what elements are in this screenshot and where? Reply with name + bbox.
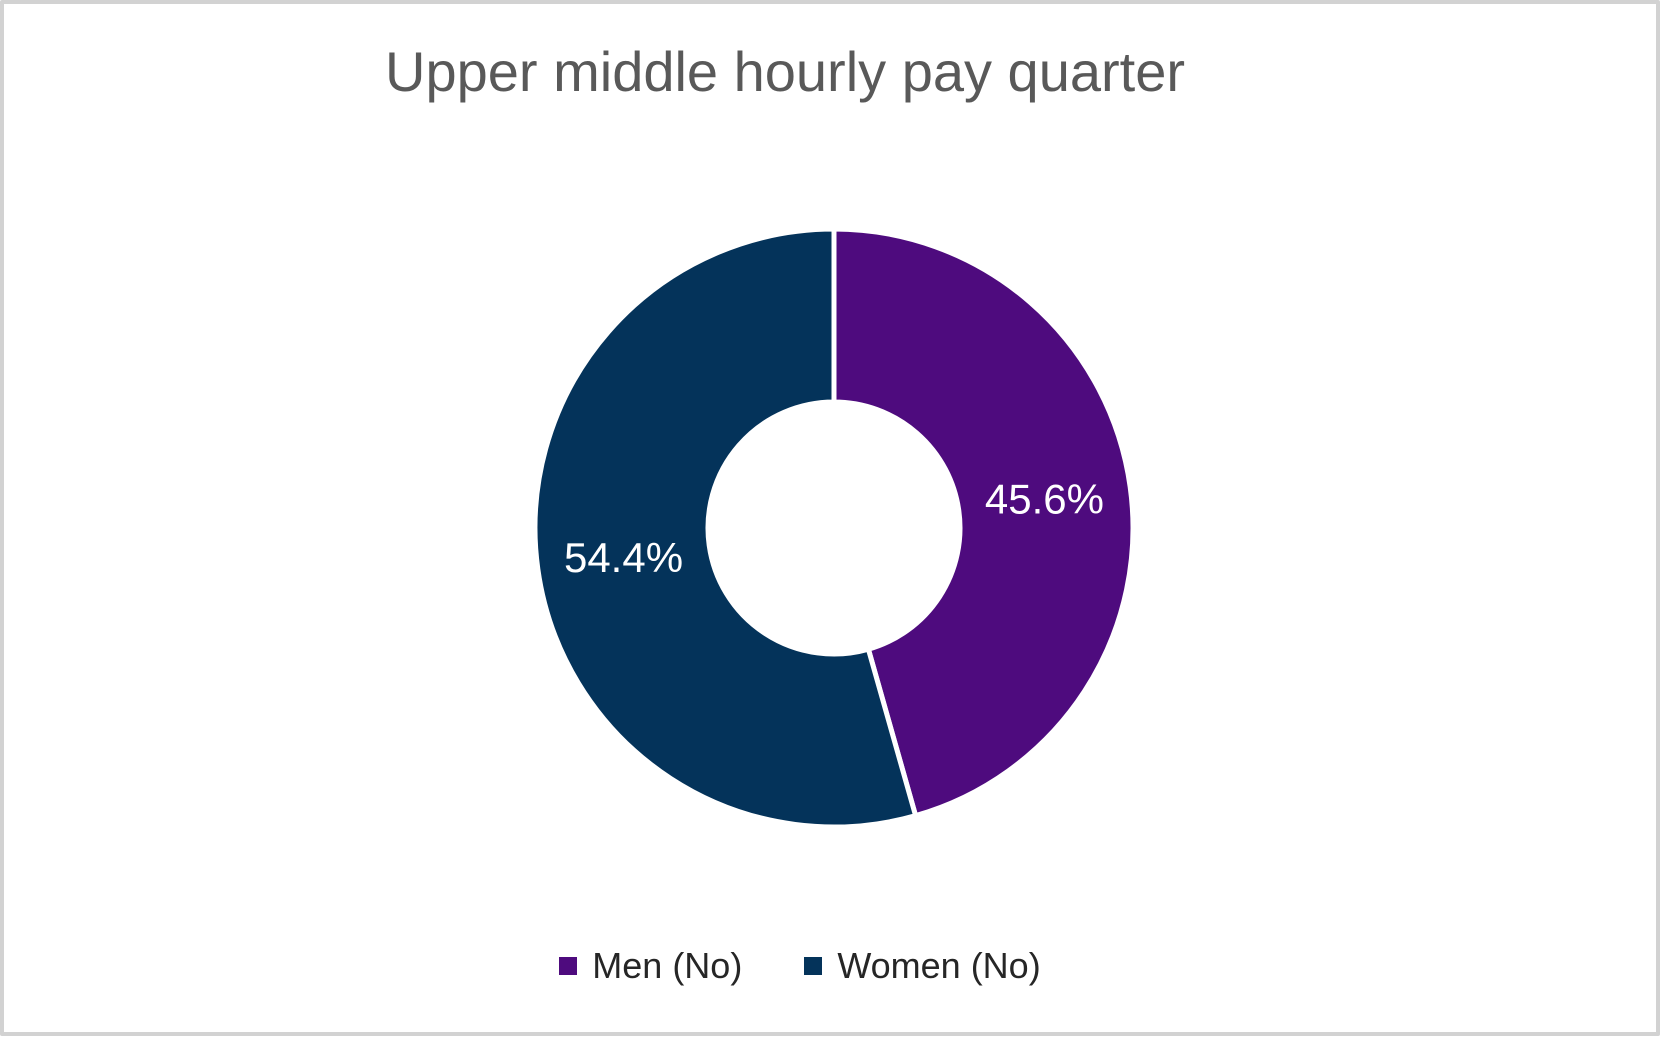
legend-color-swatch [804,957,822,975]
legend-label: Men (No) [592,945,742,987]
legend-item-women-no[interactable]: Women (No) [804,945,1040,987]
legend: Men (No) Women (No) [4,945,1596,987]
legend-color-swatch [559,957,577,975]
legend-label: Women (No) [837,945,1040,987]
legend-item-men-no[interactable]: Men (No) [559,945,742,987]
data-label-women-no: 54.4% [564,534,683,581]
donut-chart: 45.6% 54.4% [4,4,1660,1040]
data-label-men-no: 45.6% [985,475,1104,522]
